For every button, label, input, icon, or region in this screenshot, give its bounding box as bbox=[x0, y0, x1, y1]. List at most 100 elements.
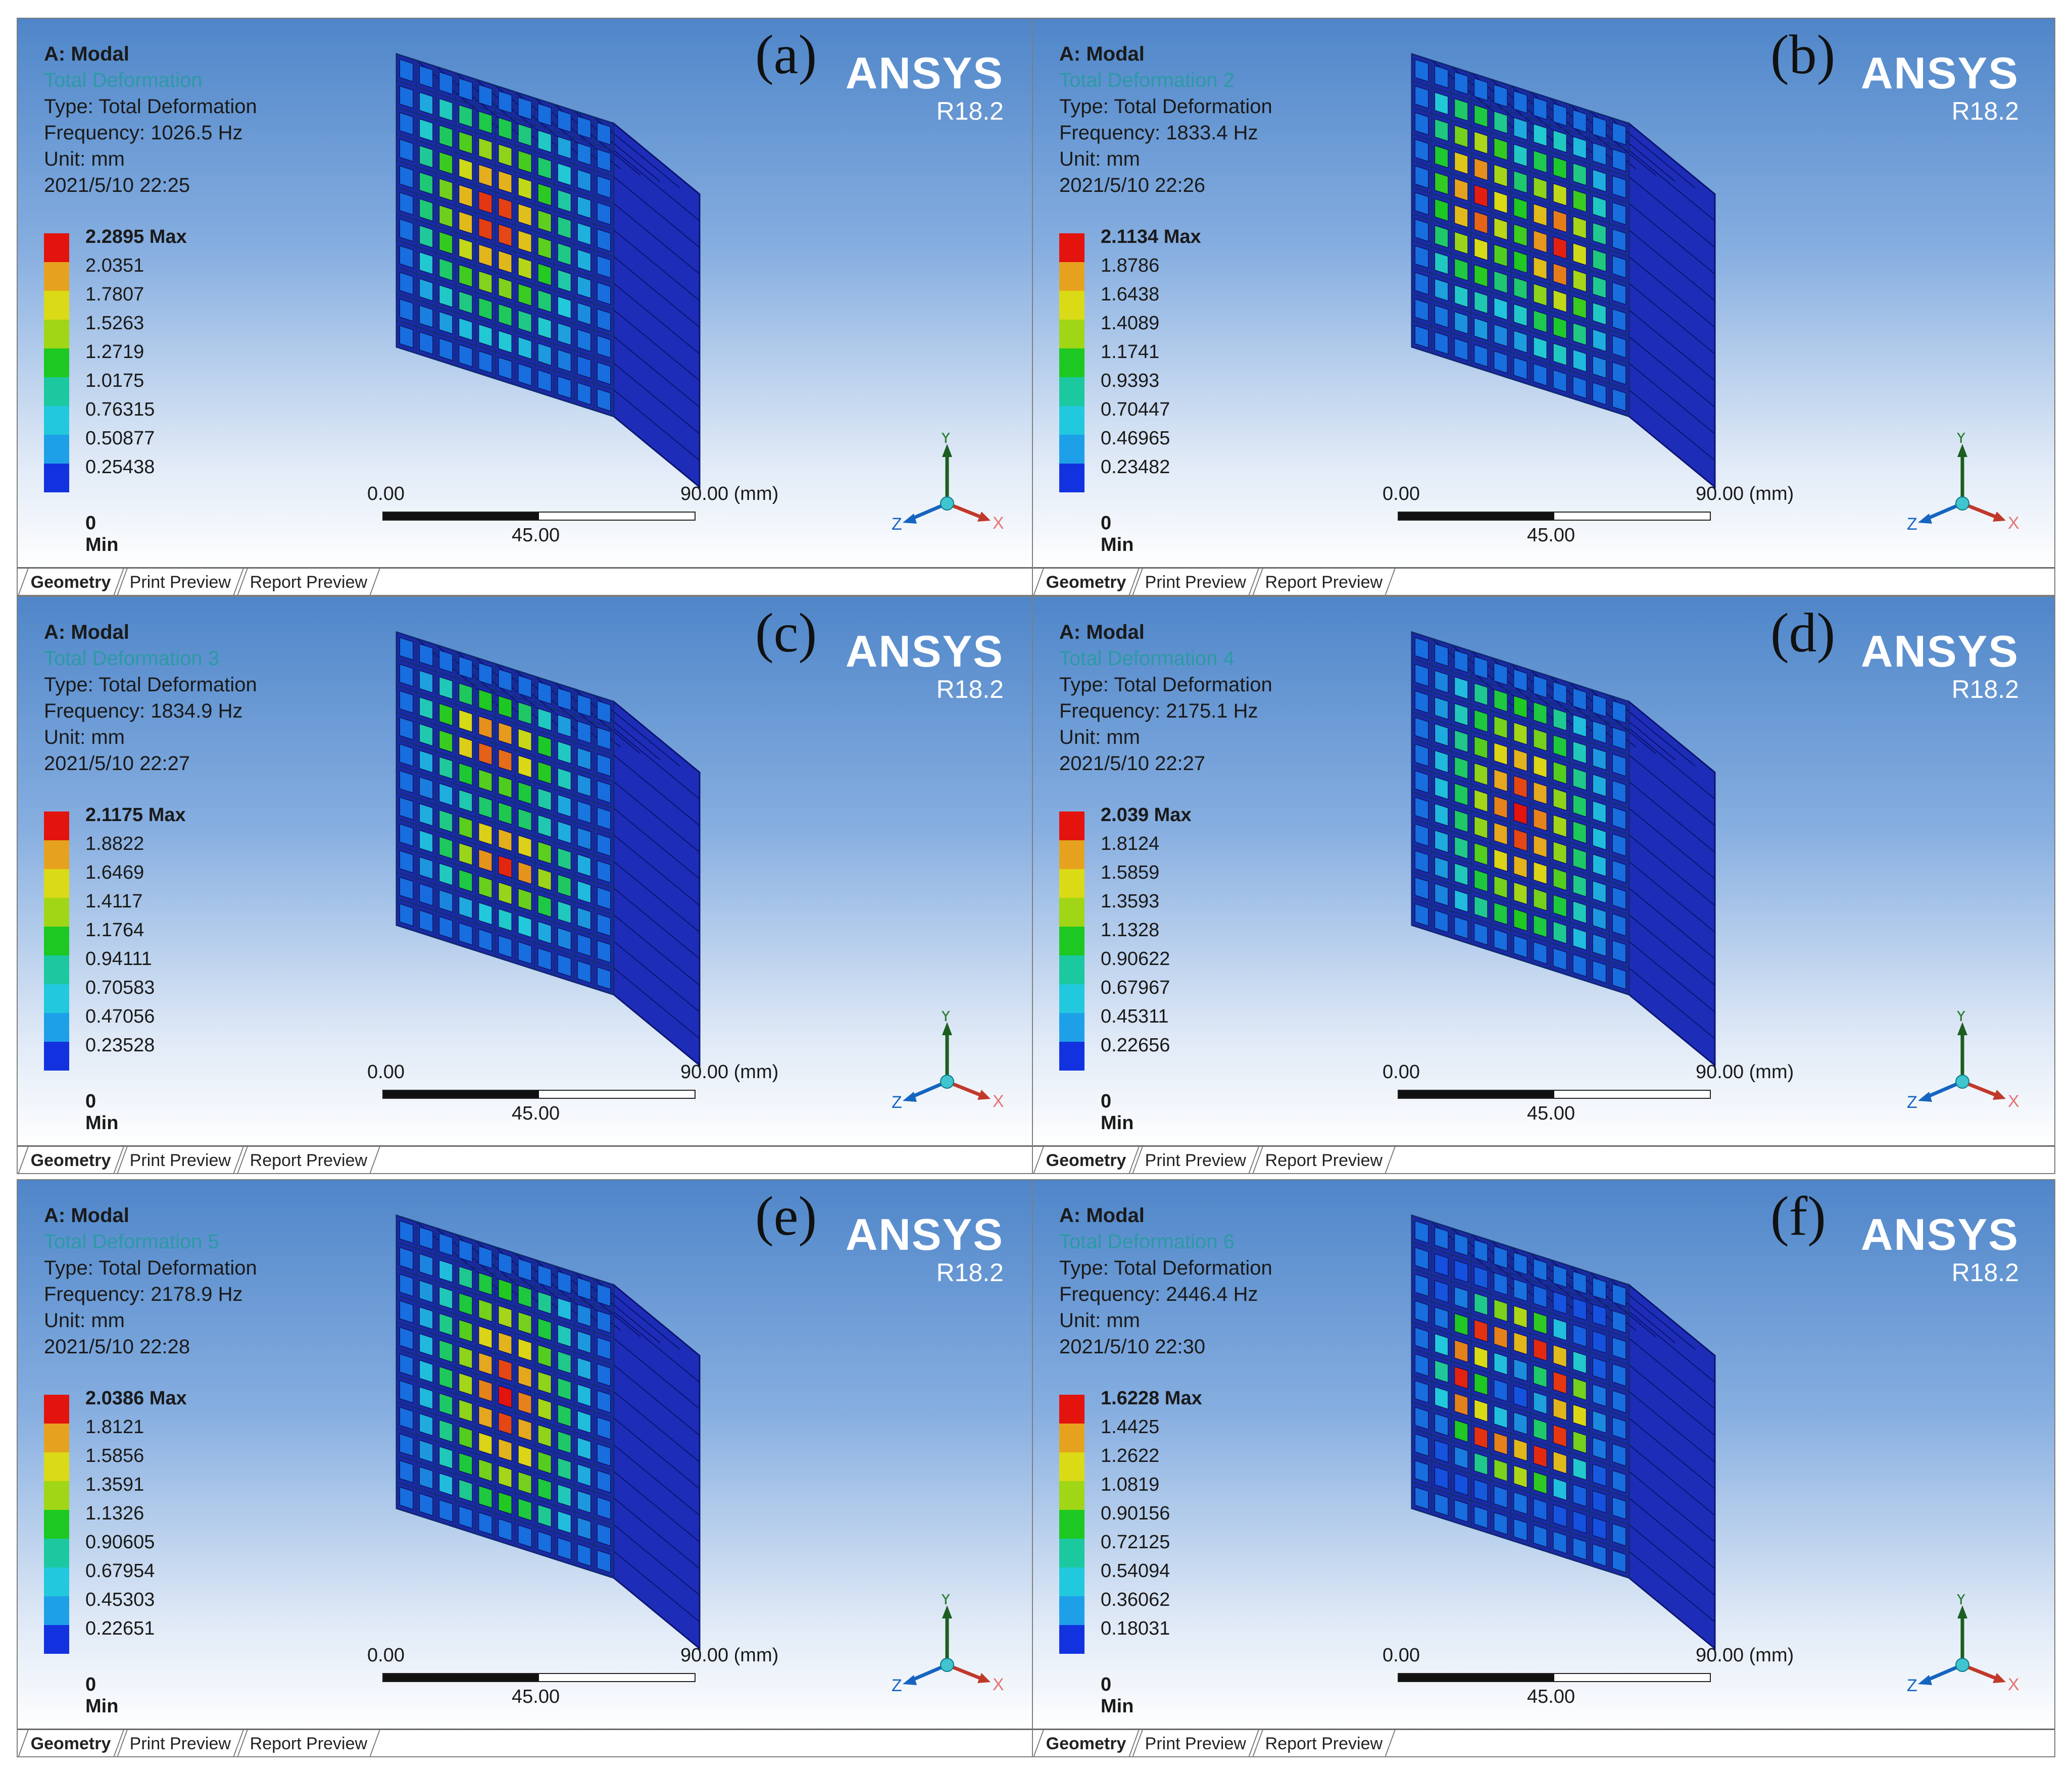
tab-report-preview[interactable]: Report Preview bbox=[237, 1147, 380, 1173]
lattice-cell bbox=[518, 1258, 532, 1282]
deformed-model[interactable] bbox=[391, 617, 735, 1132]
lattice-cell bbox=[1513, 1305, 1528, 1329]
lattice-cell bbox=[438, 1286, 453, 1310]
tab-geometry[interactable]: Geometry bbox=[1033, 569, 1140, 595]
tab-print-preview[interactable]: Print Preview bbox=[117, 1730, 244, 1756]
lattice-cell bbox=[1414, 903, 1429, 927]
graphics-viewport[interactable]: A: Modal Total Deformation 4 Type: Total… bbox=[1033, 597, 2054, 1147]
lattice-cell bbox=[1533, 915, 1548, 938]
lattice-cell bbox=[1553, 1371, 1567, 1395]
deformed-model[interactable] bbox=[391, 39, 735, 554]
lattice-cell bbox=[1533, 888, 1548, 911]
deformed-model[interactable] bbox=[1407, 617, 1750, 1132]
lattice-cell bbox=[399, 850, 414, 874]
lattice-cell bbox=[1454, 1259, 1468, 1283]
lattice-cell bbox=[518, 861, 532, 885]
tab-print-preview[interactable]: Print Preview bbox=[1132, 1147, 1260, 1173]
lattice-cell bbox=[1553, 707, 1567, 732]
lattice-cell bbox=[1612, 1549, 1626, 1574]
scale-end: 90.00 (mm) bbox=[1696, 1061, 1794, 1083]
lattice-cell bbox=[597, 1336, 611, 1360]
lattice-cell bbox=[1572, 874, 1587, 897]
lattice-cell bbox=[399, 1380, 414, 1404]
legend-max-label: 2.1175 Max bbox=[85, 804, 186, 826]
tab-geometry[interactable]: Geometry bbox=[1033, 1730, 1140, 1756]
lattice-cell bbox=[1612, 1390, 1626, 1413]
lattice-cell bbox=[1612, 727, 1626, 750]
lattice-cell bbox=[597, 1549, 611, 1574]
lattice-cell bbox=[1533, 781, 1548, 805]
lattice-cell bbox=[1612, 1283, 1626, 1307]
tab-print-preview[interactable]: Print Preview bbox=[117, 1147, 244, 1173]
lattice-cell bbox=[537, 921, 552, 944]
model-side-face bbox=[1628, 1283, 1716, 1650]
lattice-cell bbox=[438, 889, 453, 913]
lattice-cell bbox=[577, 933, 591, 957]
axis-triad-icon[interactable]: Y X Z bbox=[1907, 433, 2028, 544]
graphics-viewport[interactable]: A: Modal Total Deformation 5 Type: Total… bbox=[18, 1180, 1039, 1731]
lattice-cell bbox=[1493, 111, 1508, 134]
lattice-cell bbox=[1612, 255, 1626, 279]
tab-print-preview[interactable]: Print Preview bbox=[1132, 569, 1260, 595]
axis-z-label: Z bbox=[892, 1676, 902, 1695]
graphics-viewport[interactable]: A: Modal Total Deformation 6 Type: Total… bbox=[1033, 1180, 2054, 1731]
legend-min-label: 0 Min bbox=[1101, 1674, 1134, 1717]
lattice-cell bbox=[1612, 1363, 1626, 1387]
graphics-viewport[interactable]: A: Modal Total Deformation Type: Total D… bbox=[18, 19, 1039, 569]
lattice-cell bbox=[1473, 1479, 1488, 1502]
tab-geometry[interactable]: Geometry bbox=[18, 1147, 124, 1173]
deformed-model[interactable] bbox=[391, 1200, 735, 1715]
lattice-cell bbox=[1434, 696, 1449, 720]
lattice-cell bbox=[1414, 272, 1429, 295]
deformed-model[interactable] bbox=[1407, 39, 1750, 554]
lattice-cell bbox=[438, 1259, 453, 1283]
lattice-cell bbox=[557, 109, 572, 133]
lattice-cell bbox=[1493, 1379, 1508, 1402]
lattice-cell bbox=[399, 138, 414, 163]
lattice-cell bbox=[1513, 1464, 1528, 1489]
axis-triad-icon[interactable]: Y X Z bbox=[1907, 1594, 2028, 1705]
legend-value-label: 1.2622 bbox=[1101, 1445, 1160, 1466]
lattice-cell bbox=[498, 881, 513, 905]
tab-report-preview[interactable]: Report Preview bbox=[1252, 569, 1396, 595]
lattice-cell bbox=[1572, 767, 1587, 791]
panel-label: (b) bbox=[1770, 24, 1836, 85]
tab-geometry[interactable]: Geometry bbox=[1033, 1147, 1140, 1173]
lattice-cell bbox=[537, 156, 552, 180]
lattice-cell bbox=[438, 231, 453, 255]
lattice-cell bbox=[399, 245, 414, 269]
brand-version: R18.2 bbox=[1951, 1258, 2019, 1287]
graphics-viewport[interactable]: A: Modal Total Deformation 2 Type: Total… bbox=[1033, 19, 2054, 569]
tab-geometry[interactable]: Geometry bbox=[18, 569, 124, 595]
tab-print-preview[interactable]: Print Preview bbox=[1132, 1730, 1260, 1756]
tab-print-preview[interactable]: Print Preview bbox=[117, 569, 244, 595]
legend-swatch bbox=[44, 435, 69, 464]
tab-report-preview[interactable]: Report Preview bbox=[237, 569, 380, 595]
lattice-cell bbox=[577, 1357, 591, 1381]
lattice-cell bbox=[1553, 787, 1567, 812]
lattice-cell bbox=[498, 695, 513, 719]
tab-geometry[interactable]: Geometry bbox=[18, 1730, 124, 1756]
axis-triad-icon[interactable]: Y X Z bbox=[892, 1011, 1013, 1122]
graphics-viewport[interactable]: A: Modal Total Deformation 3 Type: Total… bbox=[18, 597, 1039, 1147]
lattice-cell bbox=[1592, 195, 1607, 219]
deformed-model[interactable] bbox=[1407, 1200, 1750, 1715]
tab-report-preview[interactable]: Report Preview bbox=[1252, 1730, 1396, 1756]
lattice-cell bbox=[1553, 342, 1567, 366]
legend-value-label: 1.6438 bbox=[1101, 284, 1160, 305]
lattice-cell bbox=[1572, 927, 1587, 951]
analysis-title: A: Modal bbox=[44, 1204, 129, 1227]
lattice-cell bbox=[498, 668, 513, 692]
legend-swatch bbox=[44, 1013, 69, 1042]
lattice-cell bbox=[577, 960, 591, 984]
axis-triad-icon[interactable]: Y X Z bbox=[892, 1594, 1013, 1705]
axis-triad-icon[interactable]: Y X Z bbox=[1907, 1011, 2028, 1122]
scale-bar: 0.00 90.00 (mm) 45.00 bbox=[1367, 1645, 1794, 1715]
view-tabs: Geometry Print Preview Report Preview bbox=[18, 567, 1039, 595]
axis-triad-icon[interactable]: Y X Z bbox=[892, 433, 1013, 544]
tab-report-preview[interactable]: Report Preview bbox=[237, 1730, 380, 1756]
tab-report-preview[interactable]: Report Preview bbox=[1252, 1147, 1396, 1173]
scale-mid: 45.00 bbox=[1527, 1103, 1575, 1124]
lattice-cell bbox=[458, 1239, 473, 1263]
lattice-cell bbox=[419, 643, 433, 667]
